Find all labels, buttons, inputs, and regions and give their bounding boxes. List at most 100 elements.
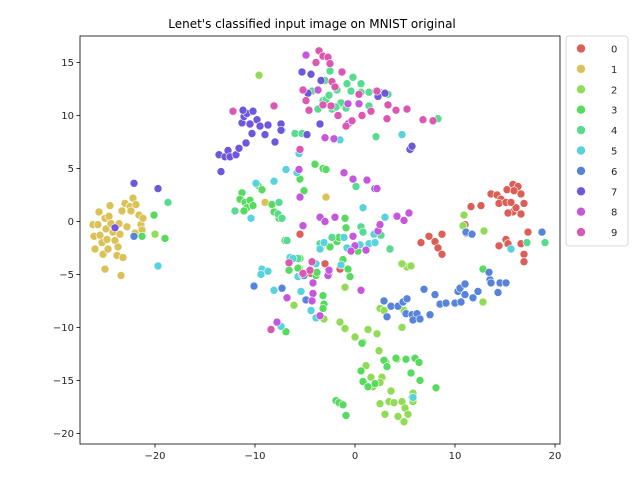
point-8-30 (272, 317, 282, 327)
point-1-35 (118, 253, 128, 262)
point-1-25 (122, 222, 132, 232)
point-8-4 (343, 99, 353, 109)
point-1-33 (138, 214, 148, 223)
point-8-8 (362, 175, 372, 185)
point-2-4 (335, 317, 345, 327)
point-5-16 (315, 244, 325, 254)
point-3-57 (149, 210, 159, 220)
point-3-6 (248, 201, 258, 210)
point-4-9 (342, 79, 352, 88)
point-1-29 (131, 200, 141, 209)
point-6-27 (501, 278, 511, 288)
point-8-10 (294, 165, 304, 174)
point-9-33 (266, 325, 276, 334)
legend-marker-8 (576, 206, 586, 217)
point-3-39 (341, 411, 351, 420)
point-2-27 (389, 398, 399, 408)
point-6-12 (430, 290, 440, 299)
point-2-38 (478, 297, 488, 307)
point-8-28 (404, 208, 414, 218)
point-7-16 (270, 137, 280, 147)
point-7-24 (316, 76, 326, 85)
point-7-14 (255, 121, 265, 131)
point-3-5 (239, 206, 249, 216)
point-5-12 (296, 287, 306, 296)
point-6-14 (441, 298, 451, 308)
point-6-18 (460, 290, 470, 299)
legend-marker-9 (576, 227, 586, 237)
point-0-18 (523, 227, 533, 237)
point-5-28 (281, 165, 291, 174)
legend-label-9: 9 (611, 228, 617, 239)
point-4-35 (385, 244, 395, 254)
point-4-10 (346, 86, 356, 96)
point-6-8 (408, 315, 418, 325)
point-8-11 (295, 192, 305, 202)
point-4-27 (277, 214, 287, 223)
point-5-13 (306, 306, 316, 315)
point-5-6 (269, 285, 279, 295)
point-6-28 (456, 297, 466, 307)
point-4-41 (540, 238, 550, 247)
point-9-15 (354, 90, 364, 99)
point-6-21 (473, 287, 483, 296)
point-9-16 (337, 67, 347, 77)
point-2-37 (479, 226, 489, 236)
point-2-34 (403, 409, 413, 419)
point-3-49 (406, 368, 416, 378)
point-2-0 (254, 70, 264, 80)
point-5-17 (319, 238, 329, 247)
point-4-13 (364, 87, 374, 97)
legend-label-4: 4 (611, 126, 617, 137)
point-7-22 (306, 69, 316, 79)
legend-label-5: 5 (611, 147, 617, 158)
point-4-40 (163, 198, 173, 207)
point-7-33 (407, 141, 417, 151)
point-6-0 (379, 296, 389, 306)
point-4-23 (325, 66, 335, 76)
point-9-4 (304, 105, 314, 115)
point-3-27 (343, 264, 353, 274)
legend-marker-4 (576, 125, 586, 135)
point-3-53 (431, 383, 441, 393)
x-tick-label: 10 (449, 451, 462, 462)
point-0-31 (433, 243, 443, 253)
point-0-21 (519, 257, 529, 267)
point-8-20 (348, 232, 358, 241)
point-3-43 (363, 382, 373, 392)
point-5-31 (397, 130, 407, 139)
point-0-37 (320, 259, 330, 269)
point-3-21 (325, 242, 335, 252)
point-6-25 (493, 288, 503, 297)
point-0-29 (424, 232, 434, 241)
point-9-5 (311, 58, 321, 67)
legend-label-0: 0 (611, 45, 617, 56)
point-3-46 (391, 353, 401, 363)
point-3-51 (414, 358, 424, 367)
point-8-29 (282, 293, 292, 303)
point-8-14 (330, 212, 340, 222)
point-7-36 (129, 179, 139, 188)
point-8-16 (308, 278, 318, 288)
y-tick-label: 15 (61, 58, 74, 69)
point-1-16 (105, 201, 115, 210)
point-1-3 (94, 207, 104, 217)
point-7-18 (263, 120, 273, 130)
point-5-22 (370, 238, 380, 247)
point-3-55 (160, 234, 170, 243)
axes-layer: −20 −10 0 10 20 −20 −15 −10 −5 0 5 10 15 (53, 58, 561, 462)
point-6-34 (249, 281, 259, 291)
point-9-26 (428, 116, 438, 126)
y-tick-label: 10 (61, 111, 74, 122)
point-0-32 (437, 250, 447, 259)
legend: 0 1 2 3 4 5 6 7 8 9 (565, 35, 629, 247)
point-6-32 (537, 227, 547, 237)
point-1-37 (321, 192, 331, 202)
point-2-40 (406, 261, 416, 271)
point-4-14 (356, 79, 366, 88)
point-8-2 (320, 133, 330, 142)
point-1-4 (93, 220, 103, 229)
point-0-10 (516, 189, 526, 199)
point-0-17 (506, 198, 516, 207)
x-tick-label: −10 (244, 451, 265, 462)
